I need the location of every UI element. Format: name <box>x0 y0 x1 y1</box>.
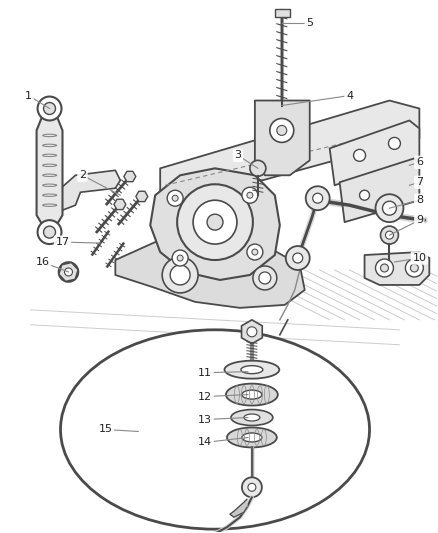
Circle shape <box>172 250 188 266</box>
Ellipse shape <box>231 409 273 425</box>
Circle shape <box>381 226 399 244</box>
Circle shape <box>375 259 393 277</box>
Circle shape <box>167 190 183 206</box>
Circle shape <box>406 259 424 277</box>
Circle shape <box>247 192 253 198</box>
Text: 14: 14 <box>198 438 212 447</box>
Polygon shape <box>115 238 305 308</box>
Circle shape <box>286 246 310 270</box>
Polygon shape <box>255 101 310 175</box>
Circle shape <box>277 125 287 135</box>
Circle shape <box>59 262 78 282</box>
Ellipse shape <box>244 414 260 421</box>
Circle shape <box>382 201 396 215</box>
Circle shape <box>293 253 303 263</box>
Circle shape <box>313 193 323 203</box>
Text: 9: 9 <box>416 215 423 225</box>
Ellipse shape <box>227 427 277 447</box>
Circle shape <box>207 214 223 230</box>
Circle shape <box>248 483 256 491</box>
Circle shape <box>252 249 258 255</box>
Text: 4: 4 <box>346 91 353 101</box>
Circle shape <box>270 118 294 142</box>
Circle shape <box>43 102 56 115</box>
Circle shape <box>375 194 403 222</box>
Ellipse shape <box>242 433 262 442</box>
Text: 13: 13 <box>198 415 212 424</box>
Circle shape <box>193 200 237 244</box>
Circle shape <box>253 266 277 290</box>
Text: 6: 6 <box>416 157 423 167</box>
Polygon shape <box>59 171 120 210</box>
Circle shape <box>385 231 393 239</box>
Circle shape <box>247 244 263 260</box>
Text: 2: 2 <box>79 170 86 180</box>
Polygon shape <box>150 168 280 280</box>
Polygon shape <box>330 120 419 185</box>
Polygon shape <box>136 191 148 201</box>
Circle shape <box>38 96 61 120</box>
Circle shape <box>247 327 257 337</box>
Circle shape <box>306 186 330 210</box>
Circle shape <box>162 257 198 293</box>
Circle shape <box>177 255 183 261</box>
Text: 15: 15 <box>99 424 113 434</box>
Text: 11: 11 <box>198 368 212 378</box>
Text: 17: 17 <box>56 237 70 247</box>
Circle shape <box>38 220 61 244</box>
Bar <box>275 9 290 17</box>
Polygon shape <box>160 101 419 200</box>
Text: 7: 7 <box>416 177 423 187</box>
Circle shape <box>360 190 370 200</box>
Circle shape <box>177 184 253 260</box>
Polygon shape <box>124 171 136 182</box>
Circle shape <box>242 187 258 203</box>
Circle shape <box>43 226 56 238</box>
Polygon shape <box>364 252 429 285</box>
Polygon shape <box>339 158 419 222</box>
Circle shape <box>353 149 366 161</box>
Ellipse shape <box>60 330 370 529</box>
Circle shape <box>410 264 418 272</box>
Text: 1: 1 <box>25 91 32 101</box>
Polygon shape <box>37 116 63 225</box>
Circle shape <box>170 265 190 285</box>
Circle shape <box>242 478 262 497</box>
Text: 12: 12 <box>198 392 212 401</box>
Ellipse shape <box>225 361 279 378</box>
Ellipse shape <box>226 384 278 406</box>
Circle shape <box>64 268 72 276</box>
Text: 8: 8 <box>416 195 423 205</box>
Text: 16: 16 <box>35 257 49 267</box>
Circle shape <box>389 138 400 149</box>
Ellipse shape <box>241 366 263 374</box>
Circle shape <box>259 272 271 284</box>
Text: 5: 5 <box>306 18 313 28</box>
Circle shape <box>381 264 389 272</box>
Text: 10: 10 <box>412 253 426 263</box>
Text: 3: 3 <box>234 150 241 160</box>
Circle shape <box>172 195 178 201</box>
Ellipse shape <box>242 390 262 399</box>
Circle shape <box>250 160 266 176</box>
Polygon shape <box>230 499 247 517</box>
Polygon shape <box>114 199 126 209</box>
